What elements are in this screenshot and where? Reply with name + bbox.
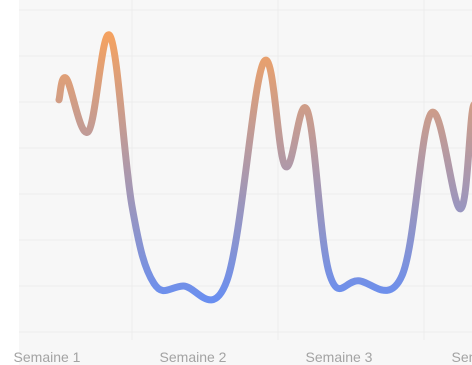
data-point xyxy=(328,272,330,274)
x-tick-label: Semaine 3 xyxy=(306,349,373,365)
x-tick-label: Semaine 4 xyxy=(452,349,472,365)
x-tick-label: Semaine 1 xyxy=(14,349,81,365)
data-point xyxy=(262,62,264,64)
data-point xyxy=(182,285,184,287)
series-line xyxy=(59,35,472,300)
data-point xyxy=(131,205,133,207)
data-point xyxy=(430,112,432,114)
data-point xyxy=(87,131,89,133)
data-point xyxy=(226,280,228,282)
data-point xyxy=(401,274,403,276)
data-point xyxy=(284,165,286,167)
x-axis-ticks: Semaine 1 Semaine 2 Semaine 3 Semaine 4 xyxy=(14,349,472,365)
data-point xyxy=(153,282,155,284)
x-tick-label: Semaine 2 xyxy=(160,349,227,365)
data-point xyxy=(460,208,462,210)
data-point xyxy=(357,280,359,282)
data-point xyxy=(306,109,308,111)
series-layer xyxy=(58,35,472,300)
data-point xyxy=(65,78,67,80)
data-point xyxy=(109,35,111,37)
data-point xyxy=(58,99,60,101)
